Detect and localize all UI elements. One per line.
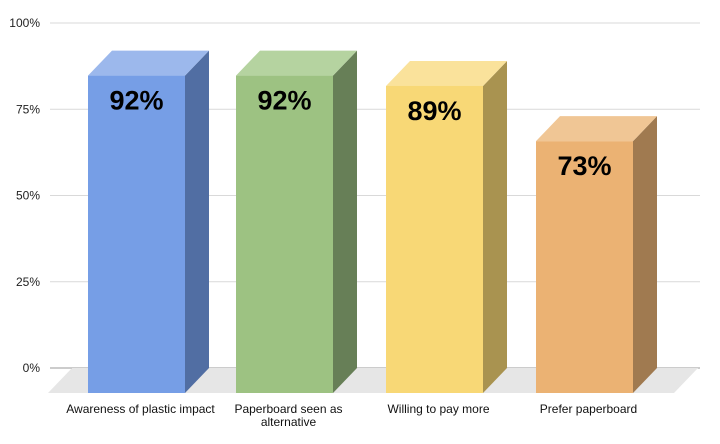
data-label: 92% [257,86,311,116]
bar-front [386,85,483,393]
data-label: 89% [407,96,461,126]
y-tick-label: 0% [23,361,41,375]
bar-top [536,116,657,142]
y-tick-label: 25% [16,275,40,289]
bar-top [88,50,209,76]
y-tick-label: 50% [16,189,40,203]
category-label: Paperboard seen as alternative [234,402,342,429]
bar-side [483,60,507,393]
bars: 92% 92% 89% 73% [88,50,657,394]
chart-floor [48,368,698,393]
data-label: 73% [557,151,611,181]
x-axis-labels: Awareness of plastic impact Paperboard se… [66,402,637,429]
bar: 73% [536,116,657,394]
category-label: Prefer paperboard [540,402,637,416]
category-label: Awareness of plastic impact [66,402,215,416]
bar-front [236,75,333,393]
bar-side [333,50,357,393]
category-label: Willing to pay more [387,402,489,416]
bar: 92% [236,50,357,393]
bar: 92% [88,50,209,393]
bar-side [633,116,657,394]
floor-plane [48,368,698,393]
bar: 89% [386,60,507,393]
bar-front [88,75,185,393]
data-label: 92% [109,86,163,116]
bar-side [185,50,209,393]
y-tick-label: 75% [16,102,40,116]
y-axis-ticks: 0% 25% 50% 75% 100% [9,16,40,375]
y-tick-label: 100% [9,16,40,30]
bar-front [536,141,633,393]
bar-top [386,60,507,86]
bar-top [236,50,357,76]
